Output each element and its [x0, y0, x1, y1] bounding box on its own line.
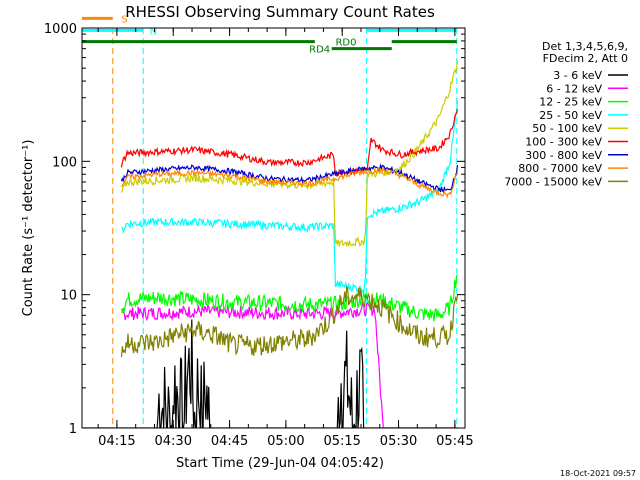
flag-label-n: N — [150, 26, 157, 37]
series-line-7 — [120, 166, 459, 199]
series-line-8 — [120, 285, 459, 358]
y-tick-label: 1 — [69, 422, 77, 437]
series-line-1 — [120, 301, 458, 428]
legend-label: 300 - 800 keV — [525, 149, 602, 162]
flag-label-rd4: RD4 — [309, 45, 330, 56]
x-tick-label: 04:30 — [155, 434, 192, 449]
x-tick-label: 05:45 — [436, 434, 473, 449]
y-tick-label: 100 — [52, 155, 77, 170]
series-line-6 — [120, 163, 459, 194]
x-tick-label: 05:00 — [267, 434, 304, 449]
x-tick-label: 05:30 — [380, 434, 417, 449]
y-tick-label: 10 — [60, 289, 77, 304]
x-tick-label: 04:15 — [98, 434, 135, 449]
legend-label: 100 - 300 keV — [525, 136, 602, 149]
legend-header: FDecim 2, Att 0 — [543, 52, 628, 65]
legend-label: 800 - 7000 keV — [518, 162, 602, 175]
y-axis-ticks: 1 10 100 1000 — [44, 22, 465, 437]
legend-label: 7000 - 15000 keV — [504, 175, 602, 188]
legend-label: 12 - 25 keV — [539, 96, 602, 109]
legend-label: 3 - 6 keV — [553, 69, 602, 82]
legend-label: 25 - 50 keV — [539, 109, 602, 122]
y-tick-label: 1000 — [44, 22, 77, 37]
legend: Det 1,3,4,5,6,9,FDecim 2, Att 0 3 - 6 keV… — [504, 40, 628, 188]
x-axis-ticks: 04:15 04:30 04:45 05:00 05:15 05:30 05:45 — [97, 28, 474, 449]
flag-label-rd0: RD0 — [335, 38, 356, 49]
flag-label-s: S — [121, 14, 127, 25]
series-line-3 — [121, 100, 459, 295]
footer-date: 18-Oct-2021 09:57 — [560, 469, 636, 478]
legend-label: 50 - 100 keV — [532, 122, 602, 135]
x-axis-label: Start Time (29-Jun-04 04:05:42) — [176, 456, 384, 471]
series-line-5 — [120, 108, 459, 177]
plot-frame — [81, 27, 466, 429]
chart-title: RHESSI Observing Summary Count Rates — [125, 3, 435, 21]
x-tick-label: 05:15 — [323, 434, 360, 449]
x-tick-label: 04:45 — [211, 434, 248, 449]
legend-label: 6 - 12 keV — [546, 82, 602, 95]
flag-bars: S N RD0 RD4 — [82, 14, 457, 56]
legend-header: Det 1,3,4,5,6,9, — [542, 40, 628, 53]
y-axis-label: Count Rate (s⁻¹ detector⁻¹) — [21, 140, 36, 317]
series-line-4 — [120, 60, 459, 248]
series-layer — [82, 60, 459, 428]
series-line-0 — [82, 319, 458, 428]
series-line-2 — [121, 274, 459, 322]
